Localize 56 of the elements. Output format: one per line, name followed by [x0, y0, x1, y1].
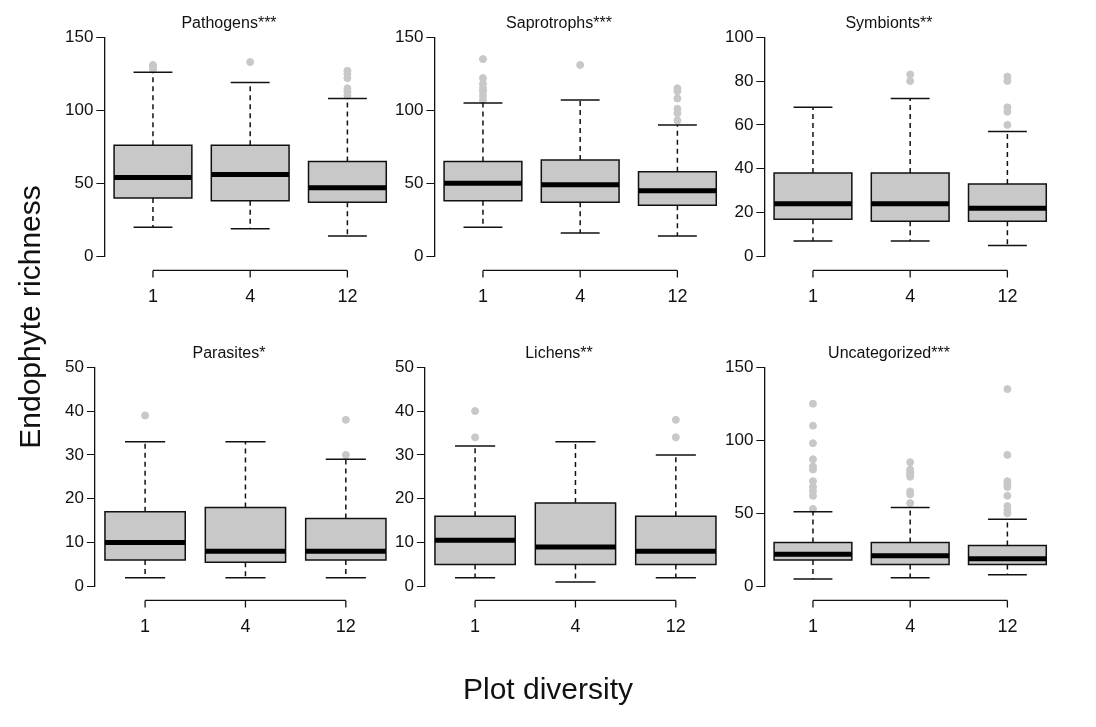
y-tick-label: 10: [394, 532, 414, 552]
y-tick-label: 0: [74, 576, 84, 596]
y-tick-label: 60: [734, 114, 754, 134]
y-tick-label: 0: [83, 246, 94, 266]
y-tick-label: 0: [743, 246, 754, 266]
y-tick-label: 20: [64, 488, 84, 508]
x-tick-label: 1: [140, 616, 151, 637]
x-tick-label: 1: [807, 286, 818, 307]
y-tick-label: 40: [64, 400, 84, 420]
y-tick-label: 20: [394, 488, 414, 508]
y-tick-label: 0: [743, 576, 754, 596]
x-tick-label: 1: [807, 616, 818, 637]
chart-title: Uncategorized***: [828, 344, 950, 362]
x-tick-label: 12: [667, 286, 688, 307]
y-tick-label: 50: [64, 356, 84, 376]
x-tick-label: 4: [240, 616, 251, 637]
x-tick-label: 1: [147, 286, 158, 307]
y-tick-label: 30: [394, 444, 414, 464]
y-tick-label: 50: [394, 356, 414, 376]
x-tick-label: 4: [575, 286, 586, 307]
x-tick-label: 12: [997, 286, 1018, 307]
chart-title: Parasites*: [192, 344, 266, 362]
y-tick-label: 10: [64, 532, 84, 552]
y-tick-label: 30: [64, 444, 84, 464]
y-tick-label: 50: [74, 173, 94, 193]
y-tick-label: 100: [724, 429, 754, 449]
chart-title: Saprotrophs***: [506, 14, 612, 32]
y-tick-label: 150: [394, 26, 424, 46]
x-axis-title: Plot diversity: [461, 672, 635, 706]
x-tick-label: 12: [335, 616, 356, 637]
y-tick-label: 0: [404, 576, 414, 596]
x-tick-label: 1: [470, 616, 481, 637]
x-tick-label: 4: [245, 286, 256, 307]
x-tick-label: 1: [477, 286, 488, 307]
y-tick-label: 150: [64, 26, 94, 46]
y-tick-label: 100: [394, 99, 424, 119]
y-tick-label: 20: [734, 202, 754, 222]
x-tick-label: 4: [570, 616, 581, 637]
chart-title: Pathogens***: [181, 14, 277, 32]
y-tick-label: 150: [724, 356, 754, 376]
y-axis-title: Endophyte richness: [13, 184, 47, 451]
y-tick-label: 50: [404, 173, 424, 193]
x-tick-label: 12: [337, 286, 358, 307]
y-tick-label: 100: [724, 26, 754, 46]
y-tick-label: 50: [734, 503, 754, 523]
y-tick-label: 40: [394, 400, 414, 420]
x-tick-label: 12: [665, 616, 686, 637]
x-tick-label: 12: [997, 616, 1018, 637]
x-tick-label: 4: [905, 286, 916, 307]
y-tick-label: 100: [64, 99, 94, 119]
x-tick-label: 4: [905, 616, 916, 637]
chart-title: Lichens**: [525, 344, 593, 362]
y-tick-label: 40: [734, 158, 754, 178]
chart-title: Symbionts**: [845, 14, 933, 32]
y-tick-label: 80: [734, 70, 754, 90]
y-tick-label: 0: [413, 246, 424, 266]
